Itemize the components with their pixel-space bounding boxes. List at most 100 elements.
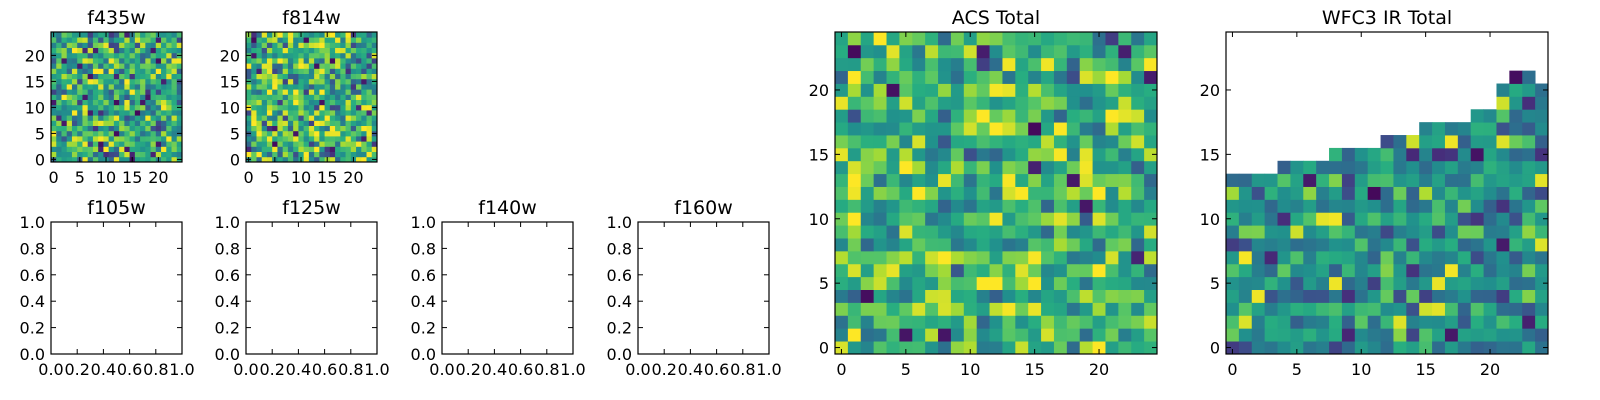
heatmap-cell bbox=[319, 146, 325, 152]
heatmap-cell bbox=[140, 156, 146, 163]
heatmap-cell bbox=[345, 99, 352, 106]
subplot-title: f814w bbox=[282, 7, 341, 29]
heatmap-cell bbox=[71, 47, 78, 54]
heatmap-cell bbox=[963, 199, 978, 213]
heatmap-cell bbox=[361, 37, 367, 43]
heatmap-cell bbox=[66, 47, 73, 54]
heatmap-cell bbox=[1131, 212, 1145, 226]
heatmap-cell bbox=[912, 238, 926, 252]
heatmap-cell bbox=[155, 141, 162, 147]
y-tick-label: 0.4 bbox=[215, 292, 240, 311]
heatmap-cell bbox=[140, 110, 146, 116]
heatmap-cell bbox=[1444, 173, 1459, 187]
heatmap-cell bbox=[71, 84, 78, 90]
heatmap-cell bbox=[1131, 276, 1145, 290]
heatmap-cell bbox=[287, 99, 294, 106]
heatmap-cell bbox=[56, 42, 62, 48]
heatmap-cell bbox=[87, 32, 94, 38]
heatmap-cell bbox=[261, 104, 268, 111]
heatmap-cell bbox=[140, 94, 146, 100]
heatmap-cell bbox=[350, 73, 357, 80]
heatmap-cell bbox=[140, 84, 146, 90]
heatmap-cell bbox=[340, 104, 346, 111]
heatmap-cell bbox=[272, 68, 278, 74]
heatmap-cell bbox=[319, 99, 325, 106]
heatmap-cell bbox=[1015, 83, 1029, 97]
heatmap-cell bbox=[129, 104, 136, 111]
heatmap-cell bbox=[1264, 276, 1278, 290]
heatmap-cell bbox=[256, 136, 263, 142]
heatmap-cell bbox=[989, 212, 1003, 226]
heatmap-cell bbox=[161, 110, 167, 116]
heatmap-cell bbox=[298, 99, 305, 106]
heatmap-cell bbox=[1066, 289, 1081, 303]
heatmap-cell bbox=[371, 151, 378, 158]
heatmap-cell bbox=[1092, 122, 1106, 136]
heatmap-cell bbox=[361, 78, 367, 85]
heatmap-cell bbox=[129, 94, 136, 100]
heatmap-cell bbox=[335, 73, 341, 80]
heatmap-cell bbox=[912, 96, 926, 110]
heatmap-cell bbox=[298, 42, 305, 48]
heatmap-cell bbox=[66, 52, 73, 59]
heatmap-cell bbox=[1354, 147, 1369, 162]
heatmap-cell bbox=[1264, 186, 1278, 200]
heatmap-cell bbox=[113, 141, 120, 147]
heatmap-cell bbox=[899, 173, 913, 187]
heatmap-cell bbox=[371, 110, 378, 116]
heatmap-cell bbox=[329, 63, 336, 69]
heatmap-cell bbox=[1092, 83, 1106, 97]
heatmap-cell bbox=[303, 146, 310, 152]
heatmap-cell bbox=[912, 83, 926, 97]
heatmap-cell bbox=[145, 104, 151, 111]
heatmap-cell bbox=[963, 109, 978, 123]
heatmap-cell bbox=[287, 32, 294, 38]
heatmap-cell bbox=[1277, 341, 1291, 355]
heatmap-cell bbox=[1329, 199, 1343, 213]
heatmap-cell bbox=[87, 151, 94, 158]
heatmap-cell bbox=[124, 94, 130, 100]
heatmap-cell bbox=[1066, 225, 1081, 239]
heatmap-cell bbox=[329, 37, 336, 43]
heatmap-cell bbox=[1535, 225, 1549, 239]
heatmap-cell bbox=[1105, 173, 1119, 187]
heatmap-cell bbox=[66, 136, 73, 142]
heatmap-cell bbox=[938, 199, 952, 213]
heatmap-cell bbox=[329, 110, 336, 116]
heatmap-cell bbox=[134, 141, 141, 147]
heatmap-cell bbox=[87, 84, 94, 90]
heatmap-cell bbox=[103, 120, 110, 126]
heatmap-cell bbox=[1238, 341, 1253, 355]
heatmap-cell bbox=[256, 130, 263, 137]
heatmap-cell bbox=[282, 68, 289, 74]
heatmap-cell bbox=[1496, 186, 1510, 200]
x-tick-label: 0.6 bbox=[704, 360, 729, 379]
heatmap-cell bbox=[925, 315, 939, 329]
heatmap-cell bbox=[82, 146, 89, 152]
heatmap-cell bbox=[256, 156, 263, 163]
heatmap-cell bbox=[860, 250, 875, 265]
heatmap-cell bbox=[98, 73, 104, 80]
heatmap-cell bbox=[860, 70, 875, 84]
heatmap-cell bbox=[989, 109, 1003, 123]
heatmap-cell bbox=[171, 104, 178, 111]
heatmap-cell bbox=[166, 94, 172, 100]
heatmap-cell bbox=[77, 78, 83, 85]
heatmap-cell bbox=[119, 104, 125, 111]
heatmap-cell bbox=[246, 146, 252, 152]
heatmap-cell bbox=[350, 151, 357, 158]
heatmap-cell bbox=[277, 78, 284, 85]
heatmap-cell bbox=[1470, 147, 1484, 162]
heatmap-cell bbox=[256, 99, 263, 106]
heatmap-cell bbox=[847, 32, 862, 46]
heatmap-cell bbox=[1277, 160, 1291, 175]
heatmap-cell bbox=[82, 110, 89, 116]
heatmap-cell bbox=[1131, 57, 1145, 72]
heatmap-cell bbox=[56, 125, 62, 132]
heatmap-cell bbox=[340, 37, 346, 43]
heatmap-cell bbox=[912, 302, 926, 316]
heatmap-cell bbox=[1483, 276, 1497, 290]
heatmap-cell bbox=[361, 89, 367, 95]
y-tick-label: 0.0 bbox=[411, 345, 436, 364]
heatmap-cell bbox=[171, 42, 178, 48]
